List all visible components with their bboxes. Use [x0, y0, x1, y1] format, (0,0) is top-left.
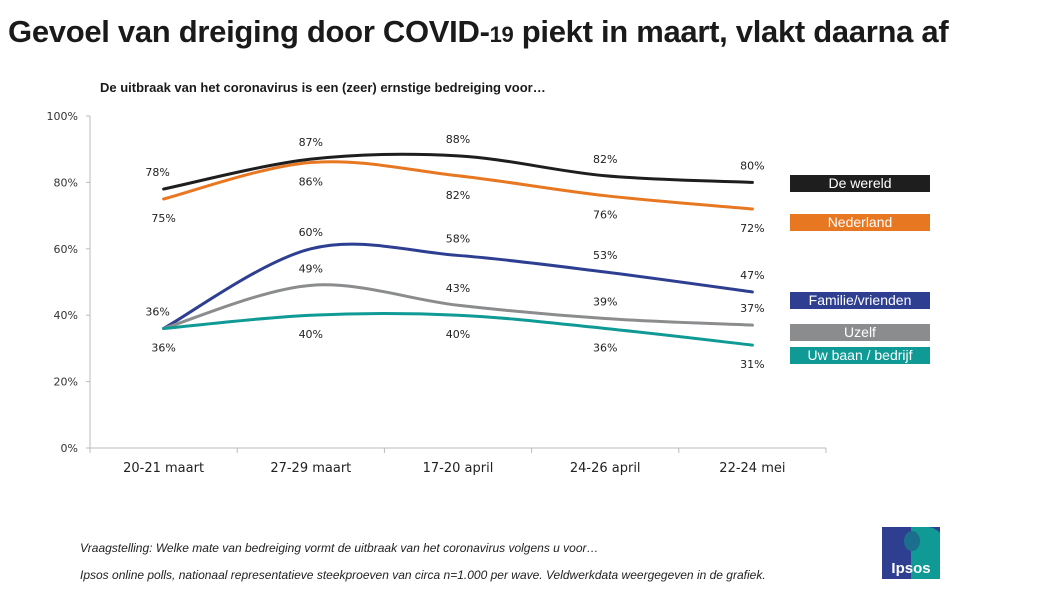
y-tick-label: 40%: [54, 309, 78, 322]
chart-subtitle: De uitbraak van het coronavirus is een (…: [100, 80, 546, 95]
y-tick-label: 80%: [54, 176, 78, 189]
x-tick-label: 17-20 april: [423, 461, 494, 476]
data-label: 87%: [299, 136, 323, 149]
legend-item: De wereld: [790, 175, 930, 192]
data-label: 60%: [299, 226, 323, 239]
data-label: 75%: [151, 212, 175, 225]
title-number: 19: [489, 22, 514, 47]
legend-item: Familie/vrienden: [790, 292, 930, 309]
data-label: 47%: [740, 269, 764, 282]
series-line-nederland: [162, 160, 754, 211]
data-label: 82%: [446, 189, 470, 202]
x-tick-label: 20-21 maart: [123, 461, 204, 476]
data-label: 86%: [299, 175, 323, 188]
x-tick-label: 27-29 maart: [270, 461, 351, 476]
y-tick-label: 0%: [61, 442, 78, 455]
data-label: 36%: [593, 341, 617, 354]
title-text: Gevoel van dreiging door COVID-: [8, 14, 490, 49]
data-label: 36%: [151, 341, 175, 354]
data-label: 78%: [145, 166, 169, 179]
data-label: 31%: [740, 358, 764, 371]
series-line-de-wereld: [162, 152, 754, 191]
footnote-method: Ipsos online polls, nationaal representa…: [80, 568, 766, 582]
series-line-familie-vrienden: [162, 242, 754, 330]
data-label: 80%: [740, 159, 764, 172]
data-label: 37%: [740, 302, 764, 315]
data-label: 43%: [446, 282, 470, 295]
footnote-question: Vraagstelling: Welke mate van bedreiging…: [80, 541, 599, 555]
page-title: Gevoel van dreiging door COVID-19 piekt …: [8, 14, 949, 50]
y-tick-label: 100%: [47, 110, 78, 123]
y-tick-label: 20%: [54, 376, 78, 389]
head-silhouette-icon: [904, 531, 920, 551]
logo-text: Ipsos: [891, 560, 931, 577]
series-line-uzelf: [162, 283, 754, 330]
data-label: 39%: [593, 296, 617, 309]
data-label: 82%: [593, 153, 617, 166]
title-text-rest: piekt in maart, vlakt daarna af: [513, 14, 949, 49]
legend-item: Uw baan / bedrijf: [790, 347, 930, 364]
data-label: 76%: [593, 209, 617, 222]
data-label: 49%: [299, 262, 323, 275]
series-line-uw-baan-bedrijf: [162, 312, 754, 347]
x-tick-label: 24-26 april: [570, 461, 641, 476]
ipsos-logo: Ipsos: [882, 527, 940, 579]
data-label: 88%: [446, 133, 470, 146]
data-label: 53%: [593, 249, 617, 262]
y-tick-label: 60%: [54, 243, 78, 256]
legend-item: Uzelf: [790, 324, 930, 341]
data-label: 40%: [299, 328, 323, 341]
data-label: 72%: [740, 222, 764, 235]
data-label: 36%: [145, 305, 169, 318]
x-tick-label: 22-24 mei: [719, 461, 785, 476]
data-label: 40%: [446, 328, 470, 341]
legend-item: Nederland: [790, 214, 930, 231]
data-label: 58%: [446, 232, 470, 245]
